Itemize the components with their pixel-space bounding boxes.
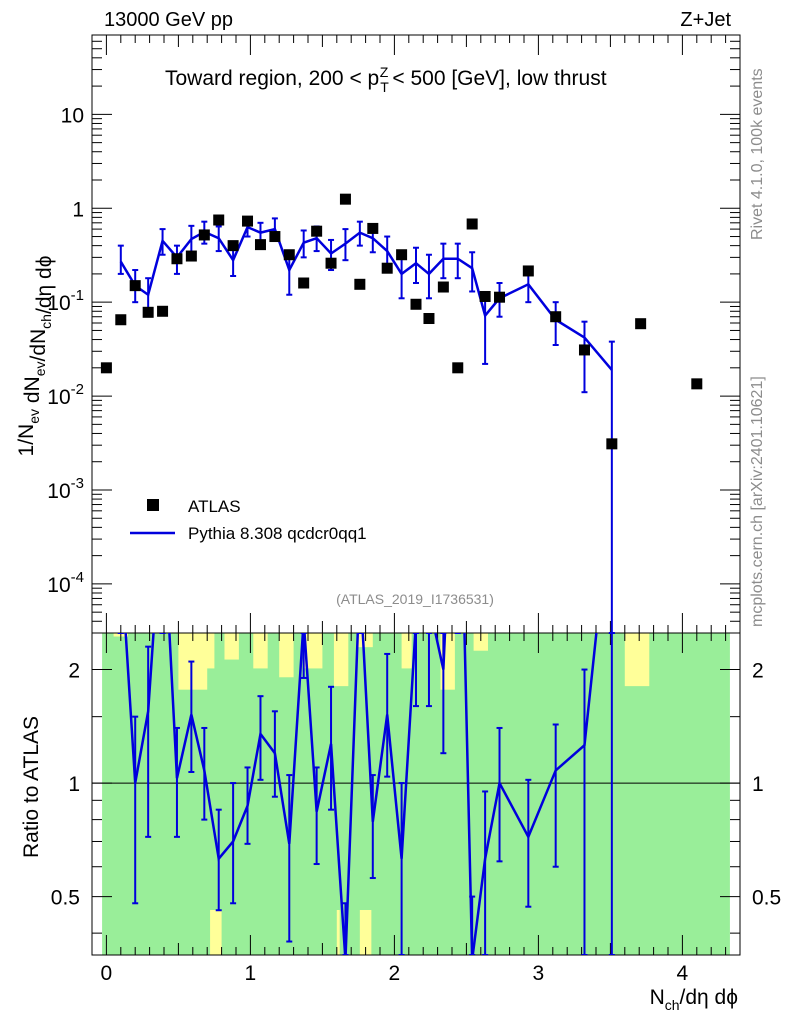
atlas-data-point bbox=[691, 378, 703, 390]
x-title-subscript: ch bbox=[665, 997, 680, 1013]
x-title-part: /dη dϕ bbox=[680, 986, 738, 1009]
atlas-data-point bbox=[578, 344, 590, 356]
atlas-data-point bbox=[129, 280, 141, 292]
plot-title-subscript: T bbox=[380, 79, 389, 95]
analysis-id: (ATLAS_2019_I1736531) bbox=[336, 591, 494, 607]
atlas-data-point bbox=[157, 305, 169, 317]
ratio-y-tick-label-right: 2 bbox=[752, 660, 764, 683]
main-y-tick-label: 10-2 bbox=[47, 381, 84, 409]
ratio-band-yellow-low bbox=[359, 910, 372, 955]
main-mc-line bbox=[119, 225, 613, 371]
atlas-data-point bbox=[298, 277, 310, 289]
atlas-data-point bbox=[171, 253, 183, 265]
y-title-part: /dN bbox=[27, 329, 50, 362]
atlas-data-point bbox=[213, 214, 225, 226]
ratio-y-tick-label-right: 1 bbox=[752, 773, 764, 796]
header-right: Z+Jet bbox=[680, 9, 731, 31]
x-title-part: N bbox=[650, 986, 665, 1009]
legend-atlas-label: ATLAS bbox=[188, 497, 241, 516]
atlas-data-point bbox=[142, 306, 154, 318]
plot-title-part-a: Toward region, 200 < p bbox=[165, 67, 379, 90]
ratio-band-yellow bbox=[303, 633, 323, 669]
plot-title: Toward region, 200 < pTZ < 500 [GeV], low… bbox=[165, 64, 607, 95]
ratio-band-yellow bbox=[200, 633, 215, 669]
main-axis-ticks: 10 1 10-1 10-2 10-3 10-4 bbox=[47, 34, 741, 634]
atlas-data-point bbox=[283, 249, 295, 261]
ratio-band-yellow-low bbox=[210, 910, 222, 955]
mcplots-label: mcplots.cern.ch [arXiv:2401.10621] bbox=[749, 376, 766, 627]
legend: ATLAS Pythia 8.308 qcdcr0qq1 bbox=[130, 497, 367, 543]
main-y-axis-title: 1/Nev dNev/dNch/dη dϕ bbox=[15, 256, 56, 457]
x-tick-label: 0 bbox=[101, 962, 113, 985]
rivet-label: Rivet 4.1.0, 100k events bbox=[749, 68, 766, 240]
ratio-band-yellow bbox=[624, 633, 650, 687]
atlas-data-point bbox=[254, 239, 266, 251]
ratio-plot-area bbox=[117, 633, 615, 955]
atlas-data-point bbox=[466, 218, 478, 230]
ratio-y-tick-label: 1 bbox=[68, 773, 80, 796]
ratio-y-axis-title: Ratio to ATLAS bbox=[20, 716, 43, 858]
legend-pythia-label: Pythia 8.308 qcdcr0qq1 bbox=[188, 524, 367, 543]
main-y-tick-label: 1 bbox=[72, 198, 84, 221]
atlas-data-point bbox=[339, 193, 351, 205]
main-y-tick-label: 10-1 bbox=[47, 287, 84, 315]
atlas-data-point bbox=[269, 231, 281, 243]
ratio-axis-ticks: 0 1 2 3 4 0.5 0.5 1 1 2 2 bbox=[51, 633, 781, 985]
ratio-band-yellow-low bbox=[336, 910, 340, 955]
main-y-tick-label: 10-4 bbox=[47, 569, 84, 597]
atlas-data-point bbox=[635, 318, 647, 330]
atlas-data-point bbox=[452, 362, 464, 374]
ratio-band-yellow bbox=[224, 633, 239, 660]
atlas-data-point bbox=[242, 215, 254, 227]
atlas-data-point bbox=[354, 278, 366, 290]
atlas-data-point bbox=[198, 229, 210, 241]
ratio-y-tick-label: 0.5 bbox=[51, 887, 80, 910]
y-title-part: /dη dϕ bbox=[33, 256, 56, 314]
atlas-data-point bbox=[115, 314, 127, 326]
ratio-band-yellow bbox=[333, 633, 349, 687]
atlas-data-point bbox=[423, 313, 435, 325]
ratio-band-yellow bbox=[279, 633, 294, 678]
ratio-band-yellow bbox=[473, 633, 488, 651]
ratio-band-yellow bbox=[401, 633, 412, 669]
main-plot-area bbox=[100, 193, 703, 634]
x-tick-label: 2 bbox=[389, 962, 401, 985]
x-tick-label: 3 bbox=[533, 962, 545, 985]
atlas-data-point bbox=[227, 240, 239, 252]
atlas-data-point bbox=[494, 291, 506, 303]
atlas-data-point bbox=[606, 438, 618, 450]
ratio-y-tick-label-right: 0.5 bbox=[752, 887, 781, 910]
atlas-data-point bbox=[311, 225, 323, 237]
plot-title-part-c: < 500 [GeV], low thrust bbox=[392, 67, 606, 90]
main-y-tick-label: 10-3 bbox=[47, 475, 84, 503]
atlas-data-point bbox=[325, 257, 337, 269]
ratio-y-tick-label: 2 bbox=[68, 660, 80, 683]
atlas-data-point bbox=[381, 262, 393, 274]
main-y-tick-label: 10 bbox=[61, 104, 84, 127]
ratio-mc-line bbox=[124, 633, 598, 955]
x-tick-label: 4 bbox=[677, 962, 689, 985]
ratio-band-yellow bbox=[253, 633, 268, 669]
y-title-subscript: ev bbox=[32, 361, 48, 376]
plot-title-superscript: Z bbox=[380, 64, 389, 80]
y-title-part: dN bbox=[21, 376, 44, 409]
atlas-data-point bbox=[522, 265, 534, 277]
atlas-data-point bbox=[100, 362, 112, 374]
atlas-data-point bbox=[479, 290, 491, 302]
header-left: 13000 GeV pp bbox=[104, 9, 233, 31]
x-axis-title: Nch/dη dϕ bbox=[650, 986, 738, 1013]
y-title-subscript: ev bbox=[26, 409, 42, 424]
y-title-part: 1/N bbox=[15, 424, 38, 457]
ratio-series bbox=[117, 633, 615, 955]
atlas-data-point bbox=[550, 311, 562, 323]
atlas-data-point bbox=[410, 298, 422, 310]
x-tick-label: 1 bbox=[245, 962, 257, 985]
atlas-data-point bbox=[367, 222, 379, 234]
legend-atlas-marker bbox=[147, 499, 159, 511]
atlas-data-point bbox=[185, 250, 197, 262]
atlas-data-point bbox=[396, 249, 408, 261]
atlas-data-point bbox=[437, 281, 449, 293]
y-title-subscript: ch bbox=[38, 314, 54, 329]
